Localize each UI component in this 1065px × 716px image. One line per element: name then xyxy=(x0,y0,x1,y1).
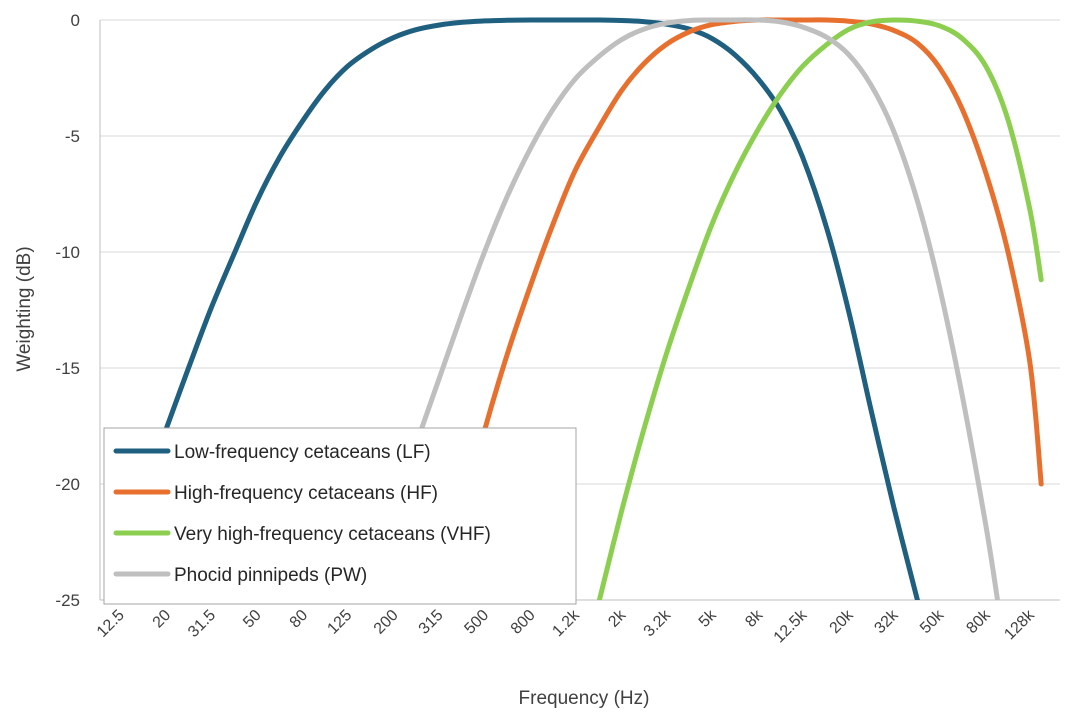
x-tick-label: 200 xyxy=(371,607,402,638)
y-tick-label: 0 xyxy=(71,11,80,30)
series-line-0 xyxy=(163,17,920,600)
y-axis-ticks: 0 -5 -10 -15 -20 -25 xyxy=(55,11,80,610)
x-tick-label: 20 xyxy=(150,607,175,632)
x-tick-label: 31.5 xyxy=(185,607,219,641)
series-line-3 xyxy=(345,17,1000,600)
x-tick-label: 8k xyxy=(742,606,767,631)
legend-label: Phocid pinnipeds (PW) xyxy=(174,565,367,586)
x-tick-label: 315 xyxy=(416,607,447,638)
legend: Low-frequency cetaceans (LF) High-frequen… xyxy=(103,427,577,605)
x-tick-label: 50 xyxy=(240,607,265,632)
y-tick-label: -20 xyxy=(55,475,80,494)
x-tick-label: 80 xyxy=(287,607,312,632)
x-tick-label: 20k xyxy=(827,606,858,637)
y-axis-title: Weighting (dB) xyxy=(14,246,35,371)
series-line-2 xyxy=(596,17,1044,600)
x-tick-label: 12.5k xyxy=(771,606,811,646)
x-tick-label: 500 xyxy=(461,607,492,638)
x-tick-label: 80k xyxy=(963,606,994,637)
x-tick-label: 12.5 xyxy=(94,607,128,641)
x-tick-label: 1.2k xyxy=(549,606,583,640)
x-tick-label: 3.2k xyxy=(641,606,675,640)
y-tick-label: -15 xyxy=(55,359,80,378)
x-tick-label: 5k xyxy=(696,606,721,631)
plot-area xyxy=(163,17,1044,600)
x-tick-label: 800 xyxy=(508,607,539,638)
legend-box xyxy=(103,427,577,605)
x-tick-label: 125 xyxy=(324,607,355,638)
x-axis-title: Frequency (Hz) xyxy=(519,688,650,709)
x-tick-label: 2k xyxy=(605,606,630,631)
x-tick-label: 128k xyxy=(1001,606,1038,643)
legend-label: High-frequency cetaceans (HF) xyxy=(174,483,438,504)
y-tick-label: -5 xyxy=(65,127,80,146)
x-tick-label: 32k xyxy=(871,606,902,637)
legend-label: Low-frequency cetaceans (LF) xyxy=(174,442,431,463)
legend-label: Very high-frequency cetaceans (VHF) xyxy=(174,524,491,545)
y-tick-label: -10 xyxy=(55,243,80,262)
x-tick-label: 50k xyxy=(917,606,948,637)
y-tick-label: -25 xyxy=(55,591,80,610)
x-axis-ticks: 12.5 20 31.5 50 80 125 200 315 500 800 1.2k 2k 3.2k 5… xyxy=(94,606,1039,646)
